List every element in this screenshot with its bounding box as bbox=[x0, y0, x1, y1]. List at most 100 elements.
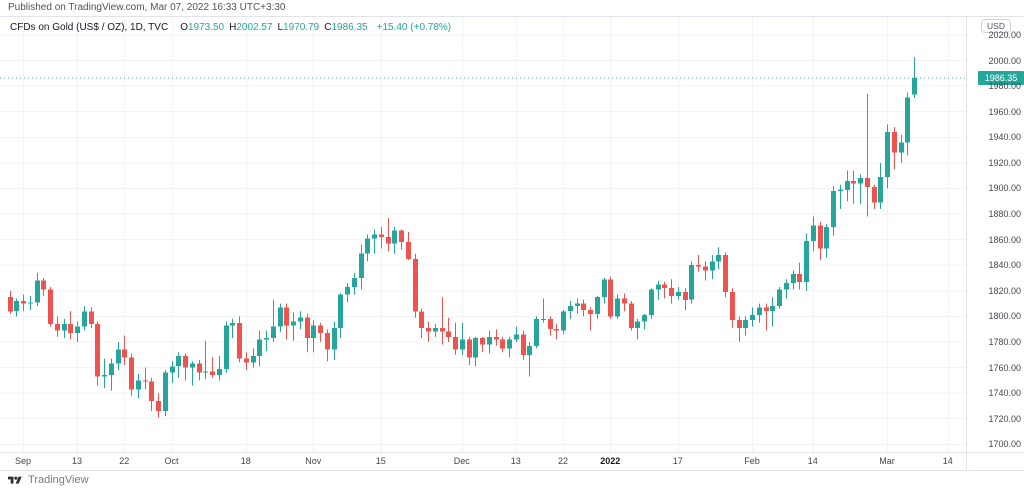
candle-body bbox=[230, 322, 235, 326]
candle-body bbox=[89, 311, 94, 325]
candle-body bbox=[372, 234, 377, 239]
candle-body bbox=[534, 318, 539, 346]
ohlc-open: O1973.50 bbox=[180, 22, 225, 33]
candle-body bbox=[689, 265, 694, 300]
time-tick-label: Mar bbox=[879, 456, 895, 466]
time-axis[interactable]: Sep 13 22 Oct 18 Nov 15 Dec 13 22 2022 17 Feb 14 Mar 14 bbox=[0, 453, 966, 470]
candle-body bbox=[271, 326, 276, 339]
time-tick-label: Dec bbox=[453, 456, 470, 466]
time-tick-label: Sep bbox=[14, 456, 31, 466]
published-note: Published on TradingView.com, Mar 07, 20… bbox=[8, 2, 286, 13]
candle-body bbox=[588, 310, 593, 314]
candle-body bbox=[851, 180, 856, 184]
candle-body bbox=[710, 261, 715, 271]
price-tick-label: 1920.00 bbox=[988, 157, 1021, 168]
candle-body bbox=[406, 242, 411, 259]
candle-body bbox=[264, 338, 269, 340]
candle-body bbox=[210, 371, 215, 376]
candle-body bbox=[352, 278, 357, 287]
candle-body bbox=[95, 324, 100, 377]
time-tick-label: 15 bbox=[375, 456, 386, 466]
price-tick-label: 1820.00 bbox=[988, 285, 1021, 296]
price-tick-label: 1800.00 bbox=[988, 311, 1021, 322]
chart-legend: CFDs on Gold (US$ / OZ), 1D, TVC O1973.50… bbox=[10, 22, 451, 33]
candle-body bbox=[905, 97, 910, 143]
candle-body bbox=[392, 230, 397, 244]
candle-body bbox=[203, 371, 208, 373]
candle-body bbox=[176, 356, 181, 367]
price-tick-label: 2000.00 bbox=[988, 55, 1021, 66]
candle-body bbox=[257, 339, 262, 356]
candle-body bbox=[386, 237, 391, 244]
candle-body bbox=[298, 317, 303, 322]
candle-body bbox=[777, 289, 782, 307]
candle-body bbox=[858, 178, 863, 184]
candle-body bbox=[122, 349, 127, 358]
candle-body bbox=[109, 363, 114, 376]
candle-body bbox=[838, 189, 843, 191]
candle-body bbox=[116, 349, 121, 364]
candle-body bbox=[284, 307, 289, 326]
candle-body bbox=[899, 142, 904, 153]
candle-body bbox=[467, 339, 472, 358]
price-tick-label: 1880.00 bbox=[988, 209, 1021, 220]
price-tick-label: 2020.00 bbox=[988, 29, 1021, 40]
time-tick-label: 13 bbox=[510, 456, 521, 466]
candle-body bbox=[359, 253, 364, 278]
candle-body bbox=[244, 358, 249, 363]
candle-body bbox=[460, 339, 465, 350]
price-tick-label: 1700.00 bbox=[988, 439, 1021, 450]
candle-body bbox=[419, 311, 424, 328]
time-axis-bottom-border bbox=[0, 470, 1024, 471]
candle-body bbox=[399, 230, 404, 243]
candle-body bbox=[824, 226, 829, 249]
tradingview-logo-icon[interactable] bbox=[8, 475, 22, 486]
candle-body bbox=[743, 320, 748, 328]
candle-body bbox=[68, 324, 73, 334]
ohlc-high: H2002.57 bbox=[229, 22, 273, 33]
candlestick-chart[interactable] bbox=[0, 17, 966, 453]
candle-body bbox=[143, 380, 148, 382]
candle-body bbox=[129, 357, 134, 390]
price-tick-label: 1780.00 bbox=[988, 336, 1021, 347]
pane-bottom-border bbox=[0, 452, 1024, 453]
time-tick-label: 14 bbox=[807, 456, 818, 466]
candle-body bbox=[170, 366, 175, 373]
candle-body bbox=[635, 321, 640, 328]
candle-body bbox=[581, 303, 586, 310]
change-value: +15.40 (+0.78%) bbox=[376, 22, 452, 33]
candle-body bbox=[413, 258, 418, 312]
candle-body bbox=[656, 284, 661, 290]
time-tick-label: Feb bbox=[744, 456, 760, 466]
candle-body bbox=[453, 336, 458, 350]
candle-body bbox=[41, 280, 46, 290]
candle-body bbox=[696, 265, 701, 267]
price-axis[interactable]: USD 1986.35 2020.00 2000.00 1980.00 1960.00… bbox=[967, 17, 1024, 453]
candle-body bbox=[14, 301, 19, 312]
time-tick-label: 2022 bbox=[600, 456, 621, 466]
price-tick-label: 1980.00 bbox=[988, 81, 1021, 92]
symbol-title[interactable]: CFDs on Gold (US$ / OZ), 1D, TVC bbox=[10, 22, 169, 33]
candle-body bbox=[615, 298, 620, 317]
candle-body bbox=[757, 307, 762, 316]
price-tick-label: 1940.00 bbox=[988, 132, 1021, 143]
candle-body bbox=[595, 297, 600, 314]
candle-body bbox=[885, 132, 890, 177]
candle-body bbox=[28, 302, 33, 304]
time-tick-label: 14 bbox=[942, 456, 953, 466]
price-tick-label: 1740.00 bbox=[988, 388, 1021, 399]
candle-body bbox=[62, 324, 67, 331]
candle-body bbox=[669, 288, 674, 296]
candle-body bbox=[541, 318, 546, 320]
candle-body bbox=[325, 333, 330, 350]
candle-body bbox=[149, 381, 154, 401]
last-price-label: 1986.35 bbox=[978, 70, 1024, 85]
candle-body bbox=[379, 234, 384, 238]
candle-body bbox=[345, 287, 350, 295]
brand-name[interactable]: TradingView bbox=[28, 474, 89, 486]
candle-body bbox=[433, 327, 438, 332]
candle-body bbox=[48, 289, 53, 324]
candle-body bbox=[548, 318, 553, 330]
currency-button[interactable]: USD bbox=[981, 19, 1011, 33]
candle-body bbox=[878, 176, 883, 203]
